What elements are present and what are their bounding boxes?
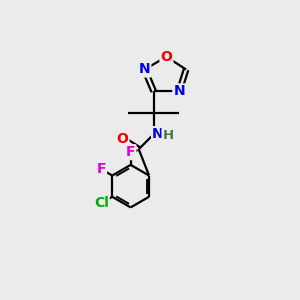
Text: N: N: [173, 84, 185, 98]
Text: N: N: [152, 127, 164, 141]
Text: F: F: [97, 162, 106, 176]
Text: Cl: Cl: [94, 196, 109, 210]
Text: N: N: [139, 62, 150, 76]
Text: O: O: [117, 132, 128, 146]
Text: O: O: [160, 50, 172, 64]
Text: F: F: [126, 145, 135, 159]
Text: H: H: [163, 129, 174, 142]
